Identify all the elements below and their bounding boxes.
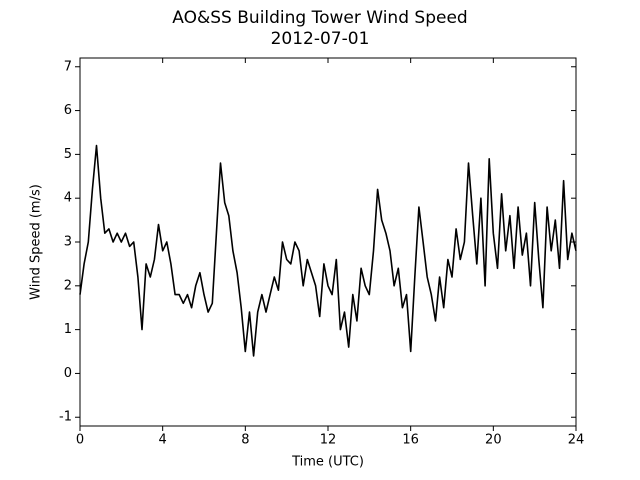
chart-title: AO&SS Building Tower Wind Speed bbox=[172, 8, 467, 28]
y-tick-label: 0 bbox=[64, 366, 72, 381]
data-line bbox=[79, 144, 577, 357]
x-tick-label: 8 bbox=[241, 433, 249, 448]
y-tick-label: 1 bbox=[64, 322, 72, 337]
plot-frame bbox=[79, 57, 577, 427]
y-tick-label: 5 bbox=[64, 147, 72, 162]
chart-subtitle: 2012-07-01 bbox=[271, 29, 370, 49]
x-tick-label: 4 bbox=[159, 433, 167, 448]
x-tick-label: 0 bbox=[76, 433, 84, 448]
y-tick-label: 4 bbox=[64, 191, 72, 206]
y-tick-label: 2 bbox=[64, 278, 72, 293]
y-tick-label: 7 bbox=[64, 59, 72, 74]
x-axis-label: Time (UTC) bbox=[291, 455, 364, 470]
x-tick-label: 20 bbox=[485, 433, 502, 448]
y-tick-label: 3 bbox=[64, 235, 72, 250]
y-axis-label: Wind Speed (m/s) bbox=[29, 184, 44, 300]
x-tick-label: 16 bbox=[402, 433, 419, 448]
y-tick-label: -1 bbox=[59, 410, 72, 425]
x-tick-label: 24 bbox=[568, 433, 585, 448]
x-tick-label: 12 bbox=[320, 433, 337, 448]
y-tick-label: 6 bbox=[64, 103, 72, 118]
